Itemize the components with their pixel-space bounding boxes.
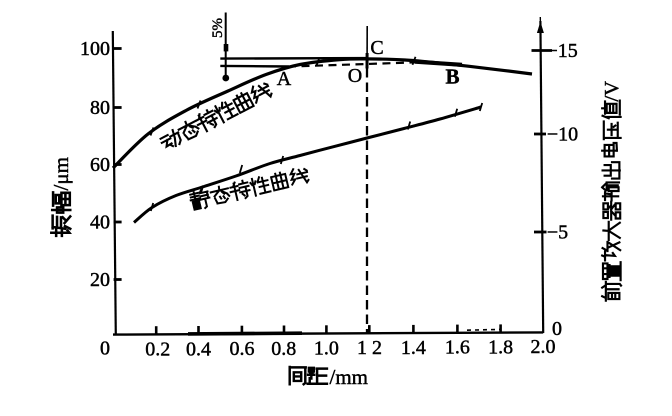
svg-text:/μm: /μm (49, 157, 73, 190)
svg-text:1.8: 1.8 (488, 336, 513, 358)
svg-text:O: O (348, 65, 362, 87)
svg-text:−10: −10 (547, 124, 578, 146)
svg-text:B: B (445, 65, 459, 89)
svg-text:40: 40 (90, 212, 110, 234)
svg-text:0.6: 0.6 (230, 338, 255, 360)
svg-text:/mm: /mm (330, 365, 369, 389)
svg-text:1.6: 1.6 (445, 337, 470, 359)
svg-text:0: 0 (100, 338, 110, 360)
svg-text:2.0: 2.0 (531, 336, 556, 358)
svg-text:A: A (277, 68, 292, 90)
svg-text:1.4: 1.4 (401, 337, 426, 359)
svg-text:−15: −15 (547, 40, 578, 62)
svg-text:80: 80 (90, 97, 110, 119)
svg-text:−5: −5 (547, 222, 568, 244)
svg-text:0.4: 0.4 (186, 338, 211, 360)
svg-text:0: 0 (552, 318, 562, 340)
svg-text:100: 100 (80, 38, 110, 60)
svg-text:5%: 5% (210, 18, 226, 38)
svg-text:C: C (370, 37, 383, 59)
svg-text:60: 60 (90, 154, 110, 176)
svg-text:0.2: 0.2 (145, 339, 170, 361)
svg-text:1.0: 1.0 (314, 338, 339, 360)
svg-text:/V: /V (601, 81, 623, 102)
svg-text:0.8: 0.8 (271, 338, 296, 360)
svg-text:20: 20 (90, 269, 110, 291)
svg-text:1 2: 1 2 (357, 337, 382, 359)
